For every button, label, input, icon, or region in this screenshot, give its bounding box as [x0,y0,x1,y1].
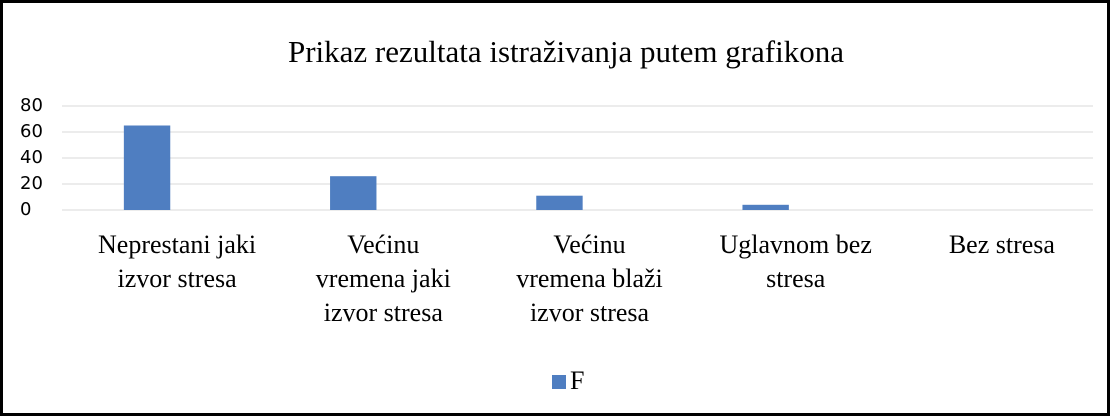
bar [536,195,583,210]
x-tick-label: Većinu [347,230,419,259]
y-tick-label: 60 [20,121,43,142]
x-tick-label: vremena jaki [316,264,451,293]
y-tick-label: 0 [20,199,31,220]
legend-swatch [552,375,566,389]
x-tick-label: vremena blaži [516,264,663,293]
bar [123,125,171,210]
y-tick-label: 80 [20,95,43,116]
y-tick-label: 20 [20,173,43,194]
x-tick-label: Bez stresa [949,230,1056,259]
bar [742,204,789,210]
x-tick-label: Uglavnom bez [720,230,872,259]
x-tick-label: stresa [766,264,826,293]
bar [330,176,377,210]
y-tick-label: 40 [20,147,43,168]
x-tick-label: izvor stresa [530,298,650,327]
legend-label: F [570,366,584,395]
x-tick-label: izvor stresa [118,264,238,293]
x-tick-label: izvor stresa [324,298,444,327]
x-tick-label: Većinu [553,230,625,259]
chart-title: Prikaz rezultata istraživanja putem graf… [288,34,844,69]
x-tick-label: Neprestani jaki [98,230,256,259]
